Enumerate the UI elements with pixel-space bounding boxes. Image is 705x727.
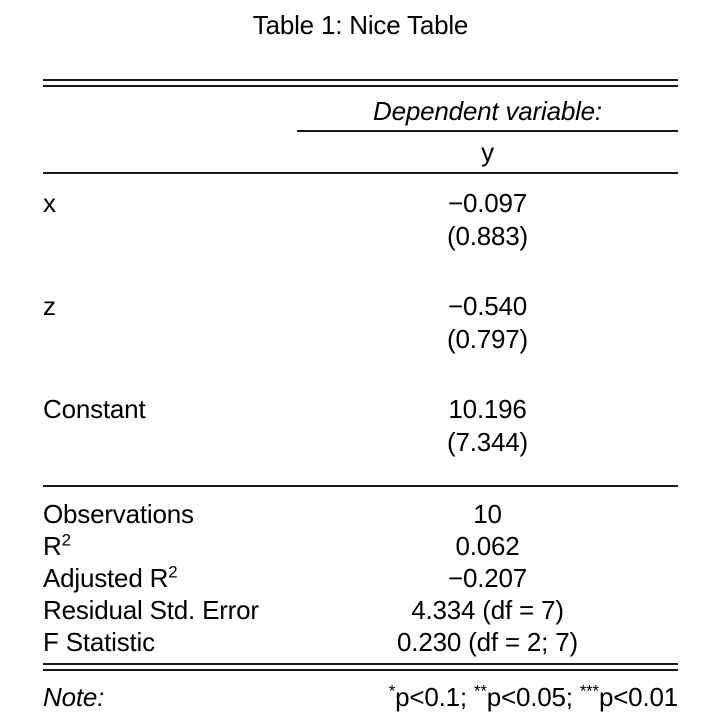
table-caption: Table 1: Nice Table bbox=[252, 10, 469, 40]
stat-value-observations: 10 bbox=[473, 499, 502, 529]
stat-label-observations: Observations bbox=[43, 498, 297, 530]
coefficient-label-x: x bbox=[43, 188, 56, 218]
stat-label-text: F Statistic bbox=[43, 627, 155, 657]
coefficient-se-spacer bbox=[43, 323, 297, 356]
top-double-rule bbox=[43, 79, 678, 87]
header-left-spacer bbox=[43, 87, 297, 132]
stat-value-residual-std-error: 4.334 (df = 7) bbox=[411, 595, 564, 625]
stat-value-adjusted-r2: −0.207 bbox=[447, 563, 528, 593]
coefficient-label-constant: Constant bbox=[43, 394, 146, 424]
table-row: Residual Std. Error 4.334 (df = 7) bbox=[43, 594, 678, 626]
dependent-variable-name: y bbox=[481, 137, 494, 167]
coefficient-estimate-z: −0.540 bbox=[447, 291, 528, 321]
stat-label-text: Adjusted R bbox=[43, 563, 169, 593]
note-text: *p<0.1; **p<0.05; ***p<0.01 bbox=[297, 682, 678, 712]
bottom-double-rule bbox=[43, 663, 678, 671]
table-row: (0.883) bbox=[43, 220, 678, 253]
coefficient-stderr-z: (0.797) bbox=[447, 324, 528, 354]
stat-label-f-statistic: F Statistic bbox=[43, 626, 297, 658]
coefficient-stderr-x: (0.883) bbox=[447, 221, 528, 251]
table-row: (0.797) bbox=[43, 323, 678, 356]
stat-label-residual-std-error: Residual Std. Error bbox=[43, 594, 297, 626]
stat-label-superscript: 2 bbox=[61, 530, 71, 550]
table-row: Constant 10.196 bbox=[43, 393, 678, 426]
statistics-section: Observations 10 R2 0.062 Adjusted R2 −0.… bbox=[43, 487, 678, 658]
stat-label-adjusted-r2: Adjusted R2 bbox=[43, 562, 297, 594]
stat-value-r2: 0.062 bbox=[455, 531, 520, 561]
note-label: Note: bbox=[43, 682, 105, 712]
table-row: R2 0.062 bbox=[43, 530, 678, 562]
note-part-text: p<0.05; bbox=[486, 682, 580, 712]
coefficients-section: x −0.097 (0.883) z −0.540 (0.797) Consta… bbox=[43, 174, 678, 459]
dependent-variable-name-row: y bbox=[43, 132, 678, 172]
stat-label-text: R bbox=[43, 531, 62, 561]
table-row: F Statistic 0.230 (df = 2; 7) bbox=[43, 626, 678, 658]
table-row: z −0.540 bbox=[43, 290, 678, 323]
table-row: x −0.097 bbox=[43, 187, 678, 220]
coefficient-stderr-constant: (7.344) bbox=[447, 427, 528, 457]
stat-label-text: Observations bbox=[43, 499, 194, 529]
significance-star: *** bbox=[579, 681, 599, 701]
note-part-text: p<0.1; bbox=[395, 682, 474, 712]
coefficient-se-spacer bbox=[43, 220, 297, 253]
row-spacer bbox=[43, 253, 678, 290]
dependent-variable-label: Dependent variable: bbox=[297, 87, 678, 132]
statistics-top-rule bbox=[43, 485, 678, 487]
coefficient-estimate-constant: 10.196 bbox=[448, 394, 527, 424]
stat-value-f-statistic: 0.230 (df = 2; 7) bbox=[397, 627, 578, 657]
coefficient-label-z: z bbox=[43, 291, 56, 321]
significance-star: * bbox=[388, 681, 396, 701]
note-row: Note: *p<0.1; **p<0.05; ***p<0.01 bbox=[43, 671, 678, 712]
dependent-variable-header-row: Dependent variable: bbox=[43, 87, 678, 132]
row-spacer bbox=[43, 356, 678, 393]
table-row: (7.344) bbox=[43, 426, 678, 459]
name-left-spacer bbox=[43, 132, 297, 172]
stat-label-text: Residual Std. Error bbox=[43, 595, 259, 625]
coefficient-estimate-x: −0.097 bbox=[447, 188, 528, 218]
stat-label-superscript: 2 bbox=[168, 562, 178, 582]
table-row: Adjusted R2 −0.207 bbox=[43, 562, 678, 594]
regression-table: Table 1: Nice Table Dependent variable: … bbox=[43, 0, 678, 712]
note-part-text: p<0.01 bbox=[598, 682, 678, 712]
header-bottom-rule bbox=[43, 172, 678, 174]
coefficient-se-spacer bbox=[43, 426, 297, 459]
significance-star: ** bbox=[473, 681, 487, 701]
stat-label-r2: R2 bbox=[43, 530, 297, 562]
table-row: Observations 10 bbox=[43, 498, 678, 530]
